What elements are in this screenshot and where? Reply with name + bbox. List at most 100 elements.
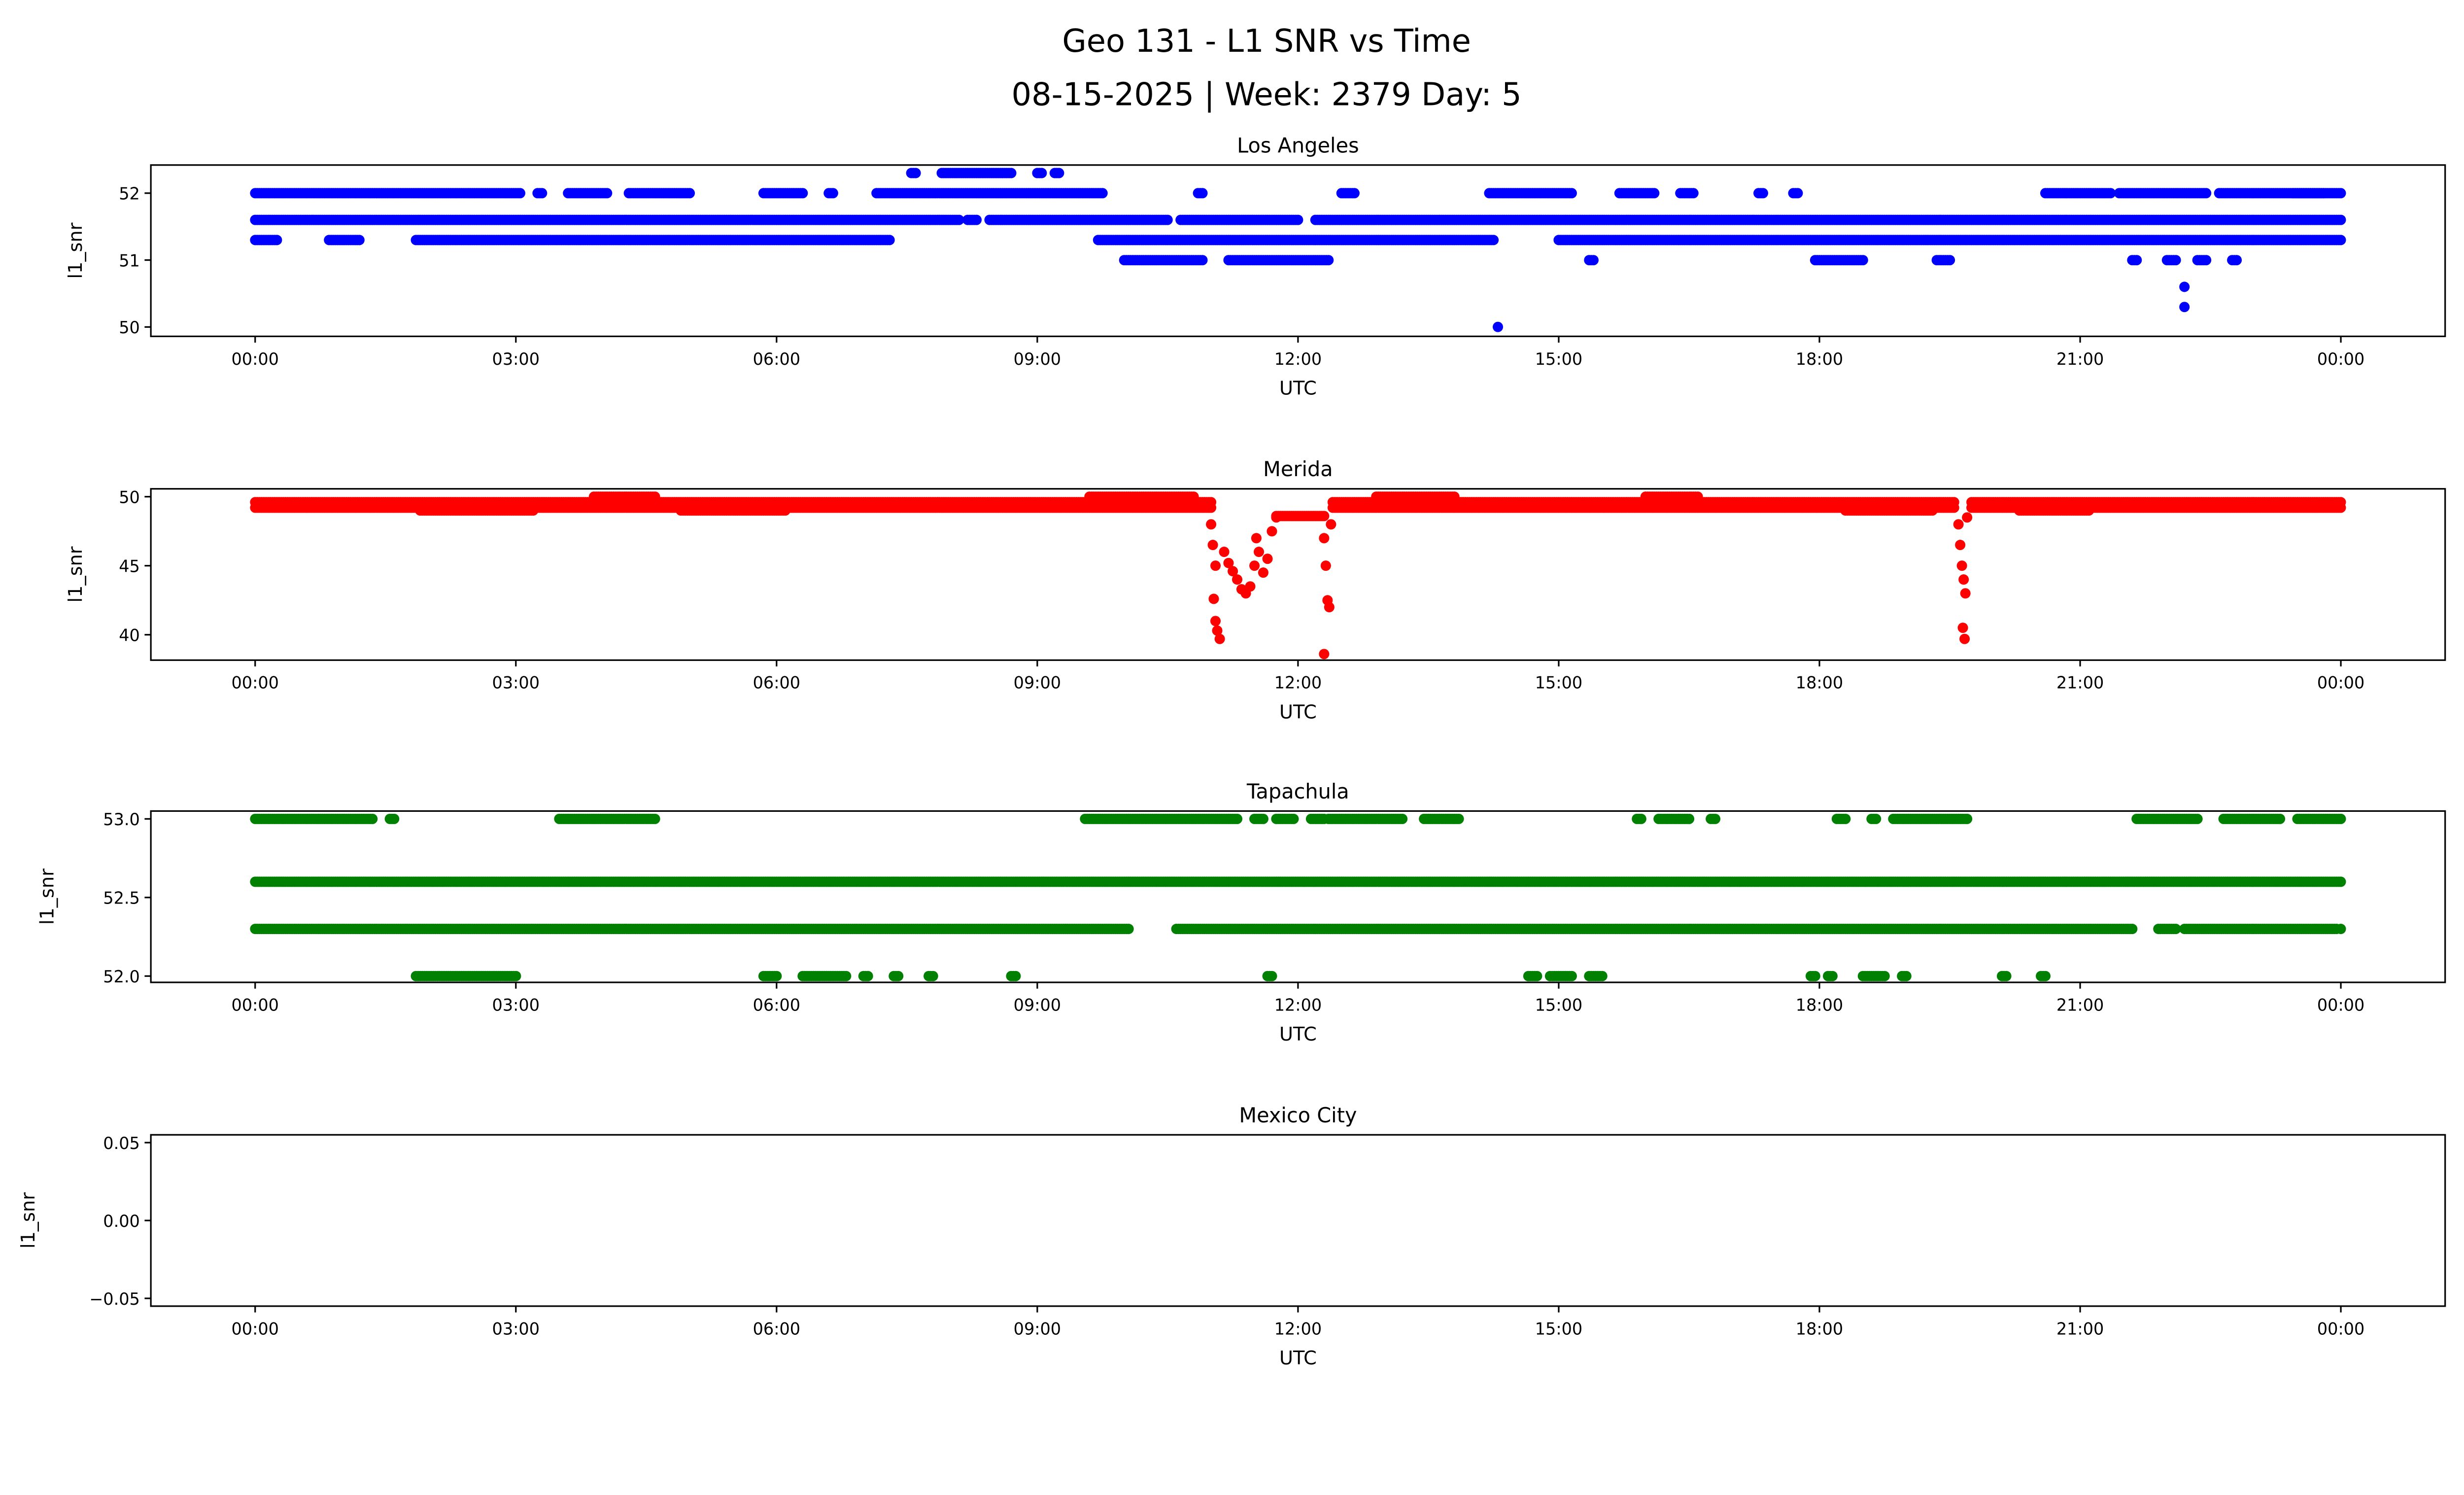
data-point — [650, 813, 660, 824]
data-points — [250, 813, 2346, 981]
data-point — [2231, 255, 2242, 266]
data-point — [2201, 188, 2212, 199]
y-tick-label: 50 — [119, 487, 140, 507]
x-tick-label: 21:00 — [2056, 349, 2104, 369]
data-point — [1214, 633, 1225, 644]
data-point — [1206, 519, 1217, 530]
data-point — [1188, 491, 1199, 502]
data-point — [1271, 512, 1282, 523]
data-point — [1792, 188, 1803, 199]
data-point — [2084, 505, 2094, 516]
x-tick-label: 03:00 — [492, 673, 540, 693]
data-point — [1266, 526, 1277, 537]
y-tick-label: 40 — [119, 626, 140, 645]
data-point — [797, 188, 808, 199]
data-point — [1871, 813, 1882, 824]
data-point — [1959, 633, 1970, 644]
x-tick-label: 12:00 — [1274, 673, 1322, 693]
data-point — [2105, 188, 2116, 199]
data-point — [1206, 502, 1217, 513]
data-point — [2179, 302, 2190, 313]
x-tick-label: 00:00 — [232, 673, 279, 693]
data-point — [1588, 255, 1599, 266]
data-point — [1207, 540, 1218, 551]
figure-title-line2: 08-15-2025 | Week: 2379 Day: 5 — [1012, 77, 1522, 113]
data-point — [1566, 188, 1577, 199]
data-points — [250, 168, 2346, 332]
subplot-title: Merida — [1263, 457, 1333, 481]
data-point — [1210, 616, 1221, 626]
x-tick-label: 00:00 — [2317, 349, 2364, 369]
data-point — [1319, 511, 1330, 522]
subplot-title: Los Angeles — [1237, 134, 1359, 157]
data-point — [1962, 813, 1973, 824]
data-point — [650, 491, 660, 502]
data-point — [1962, 512, 1973, 523]
data-point — [1449, 491, 1460, 502]
data-point — [954, 214, 964, 225]
x-tick-label: 21:00 — [2056, 673, 2104, 693]
data-point — [1249, 560, 1260, 571]
x-tick-label: 03:00 — [492, 349, 540, 369]
data-points — [250, 491, 2346, 660]
data-point — [1453, 813, 1464, 824]
data-point — [367, 813, 378, 824]
data-point — [2131, 255, 2142, 266]
data-point — [1326, 519, 1336, 530]
x-tick-label: 15:00 — [1535, 349, 1582, 369]
data-point — [1636, 813, 1646, 824]
data-point — [1710, 813, 1721, 824]
data-point — [1258, 567, 1268, 578]
data-point — [1324, 602, 1335, 613]
x-tick-label: 00:00 — [2317, 673, 2364, 693]
data-point — [2170, 255, 2181, 266]
data-point — [1293, 214, 1303, 225]
data-point — [1251, 533, 1262, 544]
data-point — [1957, 623, 1968, 633]
subplot-title: Tapachula — [1246, 780, 1349, 803]
data-point — [827, 188, 838, 199]
data-point — [884, 235, 895, 245]
data-point — [1197, 188, 1208, 199]
data-point — [1649, 188, 1660, 199]
y-axis-label: l1_snr — [65, 546, 87, 602]
figure-title-line1: Geo 131 - L1 SNR vs Time — [1062, 23, 1471, 60]
data-point — [1953, 519, 1964, 530]
data-point — [1262, 554, 1273, 564]
y-axis-label: l1_snr — [65, 222, 87, 278]
data-point — [1955, 540, 1966, 551]
data-point — [1692, 491, 1703, 502]
x-tick-label: 18:00 — [1796, 349, 1843, 369]
data-point — [1493, 321, 1504, 332]
data-point — [1219, 547, 1230, 557]
data-point — [1197, 255, 1208, 266]
data-point — [602, 188, 613, 199]
x-axis-label: UTC — [1279, 701, 1317, 723]
x-tick-label: 09:00 — [1014, 673, 1061, 693]
x-tick-label: 00:00 — [232, 349, 279, 369]
data-point — [2201, 255, 2212, 266]
data-point — [1684, 813, 1695, 824]
x-axis-label: UTC — [1279, 377, 1317, 399]
data-point — [1232, 574, 1243, 585]
data-point — [1162, 214, 1173, 225]
x-tick-label: 09:00 — [1014, 349, 1061, 369]
data-point — [2179, 281, 2190, 292]
data-point — [354, 235, 365, 245]
data-point — [272, 235, 282, 245]
data-point — [1319, 649, 1330, 660]
data-point — [1857, 255, 1868, 266]
data-point — [971, 214, 982, 225]
data-point — [1232, 813, 1243, 824]
data-point — [1036, 168, 1047, 178]
data-point — [1320, 560, 1331, 571]
data-point — [1949, 502, 1959, 513]
data-point — [1397, 813, 1408, 824]
data-point — [1323, 255, 1334, 266]
data-point — [389, 813, 400, 824]
data-point — [780, 505, 790, 516]
data-point — [2335, 235, 2346, 245]
data-point — [1960, 588, 1971, 599]
data-point — [1245, 581, 1256, 592]
